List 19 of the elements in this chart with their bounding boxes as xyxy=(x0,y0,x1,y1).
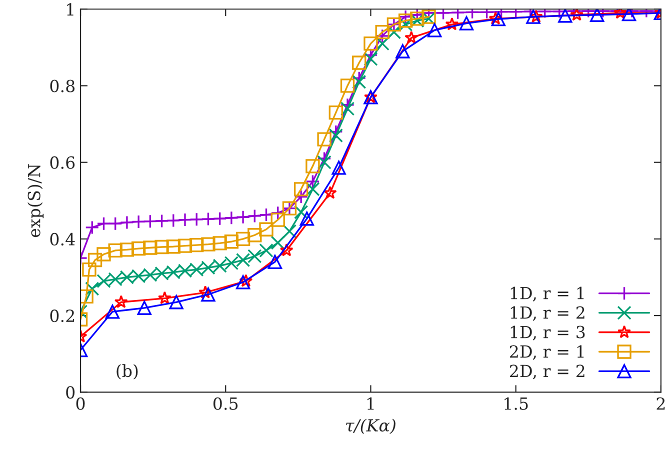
annotation: (b) xyxy=(116,364,138,380)
y-axis-title: exp(S)/N xyxy=(27,164,44,238)
y-tick-label: 0.6 xyxy=(50,156,75,169)
legend-label: 1D, r = 3 xyxy=(510,326,585,340)
legend-label: 2D, r = 1 xyxy=(510,345,584,360)
y-tick-label: 0 xyxy=(66,386,75,399)
y-tick-label: 0.8 xyxy=(50,80,75,92)
legend-label: 2D, r = 2 xyxy=(510,364,584,380)
legend-label: 1D, r = 2 xyxy=(510,306,584,321)
x-tick-label: 1 xyxy=(367,397,374,410)
x-tick-label: 0 xyxy=(76,397,85,410)
x-tick-label: 0.5 xyxy=(213,397,238,410)
x-axis-title: τ/(Kα) xyxy=(346,418,396,434)
y-tick-label: 0.4 xyxy=(50,232,75,246)
y-tick-label: 1 xyxy=(67,3,74,16)
y-tick-label: 0.2 xyxy=(50,310,74,322)
x-tick-label: 2 xyxy=(656,397,665,410)
legend-label: 1D, r = 1 xyxy=(510,286,584,302)
x-tick-label: 1.5 xyxy=(504,397,528,410)
